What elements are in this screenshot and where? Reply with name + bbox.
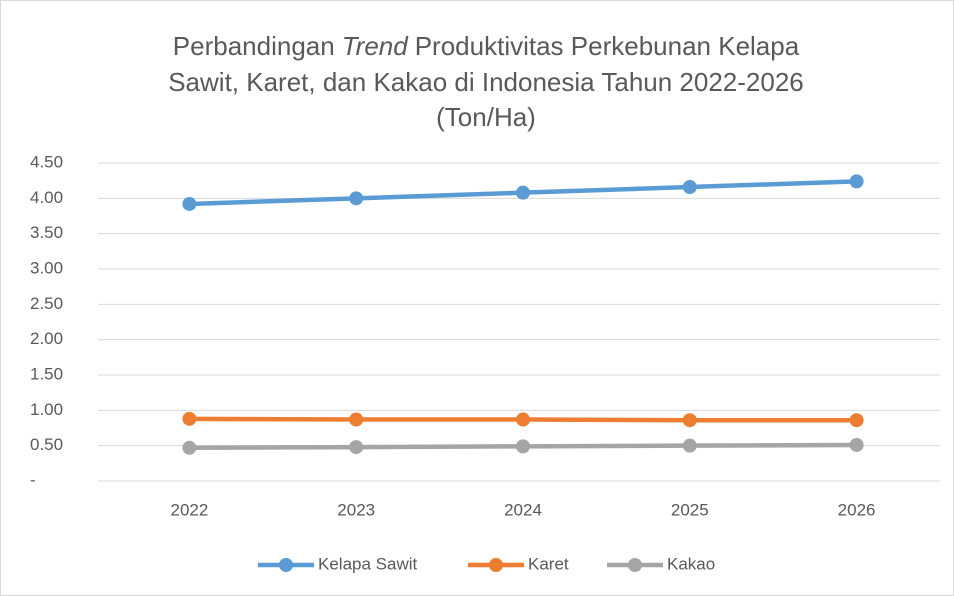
y-tick-label: 4.50 <box>30 152 63 171</box>
chart-title: (Ton/Ha) <box>436 102 536 132</box>
legend-marker <box>489 558 503 572</box>
y-tick-label: 4.00 <box>30 188 63 207</box>
title-part: Produktivitas Perkebunan Kelapa <box>415 31 800 61</box>
point <box>849 437 864 452</box>
x-tick-label: 2022 <box>170 500 208 519</box>
legend-label: Karet <box>528 554 569 573</box>
x-tick-label: 2024 <box>504 500 542 519</box>
legend-marker <box>279 558 293 572</box>
point <box>182 440 197 455</box>
point <box>682 180 697 195</box>
legend-label: Kelapa Sawit <box>318 554 418 573</box>
y-tick-label: 1.50 <box>30 364 63 383</box>
y-tick-label: 2.50 <box>30 294 63 313</box>
point <box>849 413 864 428</box>
point <box>682 438 697 453</box>
point <box>182 196 197 211</box>
point <box>182 411 197 426</box>
point <box>682 413 697 428</box>
point <box>849 174 864 189</box>
legend-marker <box>628 558 642 572</box>
point <box>516 185 530 200</box>
y-tick-label: 3.00 <box>30 258 63 277</box>
point <box>349 440 364 455</box>
y-tick-label: 0.50 <box>30 435 63 454</box>
y-tick-label: 1.00 <box>30 400 63 419</box>
chart-title: Sawit, Karet, dan Kakao di Indonesia Tah… <box>168 67 804 97</box>
point <box>349 191 364 206</box>
point <box>516 412 530 427</box>
y-tick-label: 2.00 <box>30 329 63 348</box>
y-tick-label: - <box>30 470 36 489</box>
x-tick-label: 2026 <box>838 500 876 519</box>
point <box>516 439 530 454</box>
y-tick-label: 3.50 <box>30 223 63 242</box>
x-tick-label: 2023 <box>337 500 375 519</box>
point <box>349 412 364 427</box>
x-tick-label: 2025 <box>671 500 709 519</box>
title-part: Trend <box>342 31 410 61</box>
chart-title: Perbandingan Trend Produktivitas Perkebuna… <box>173 31 800 61</box>
legend-label: Kakao <box>667 554 715 573</box>
title-part: Perbandingan <box>173 31 335 61</box>
